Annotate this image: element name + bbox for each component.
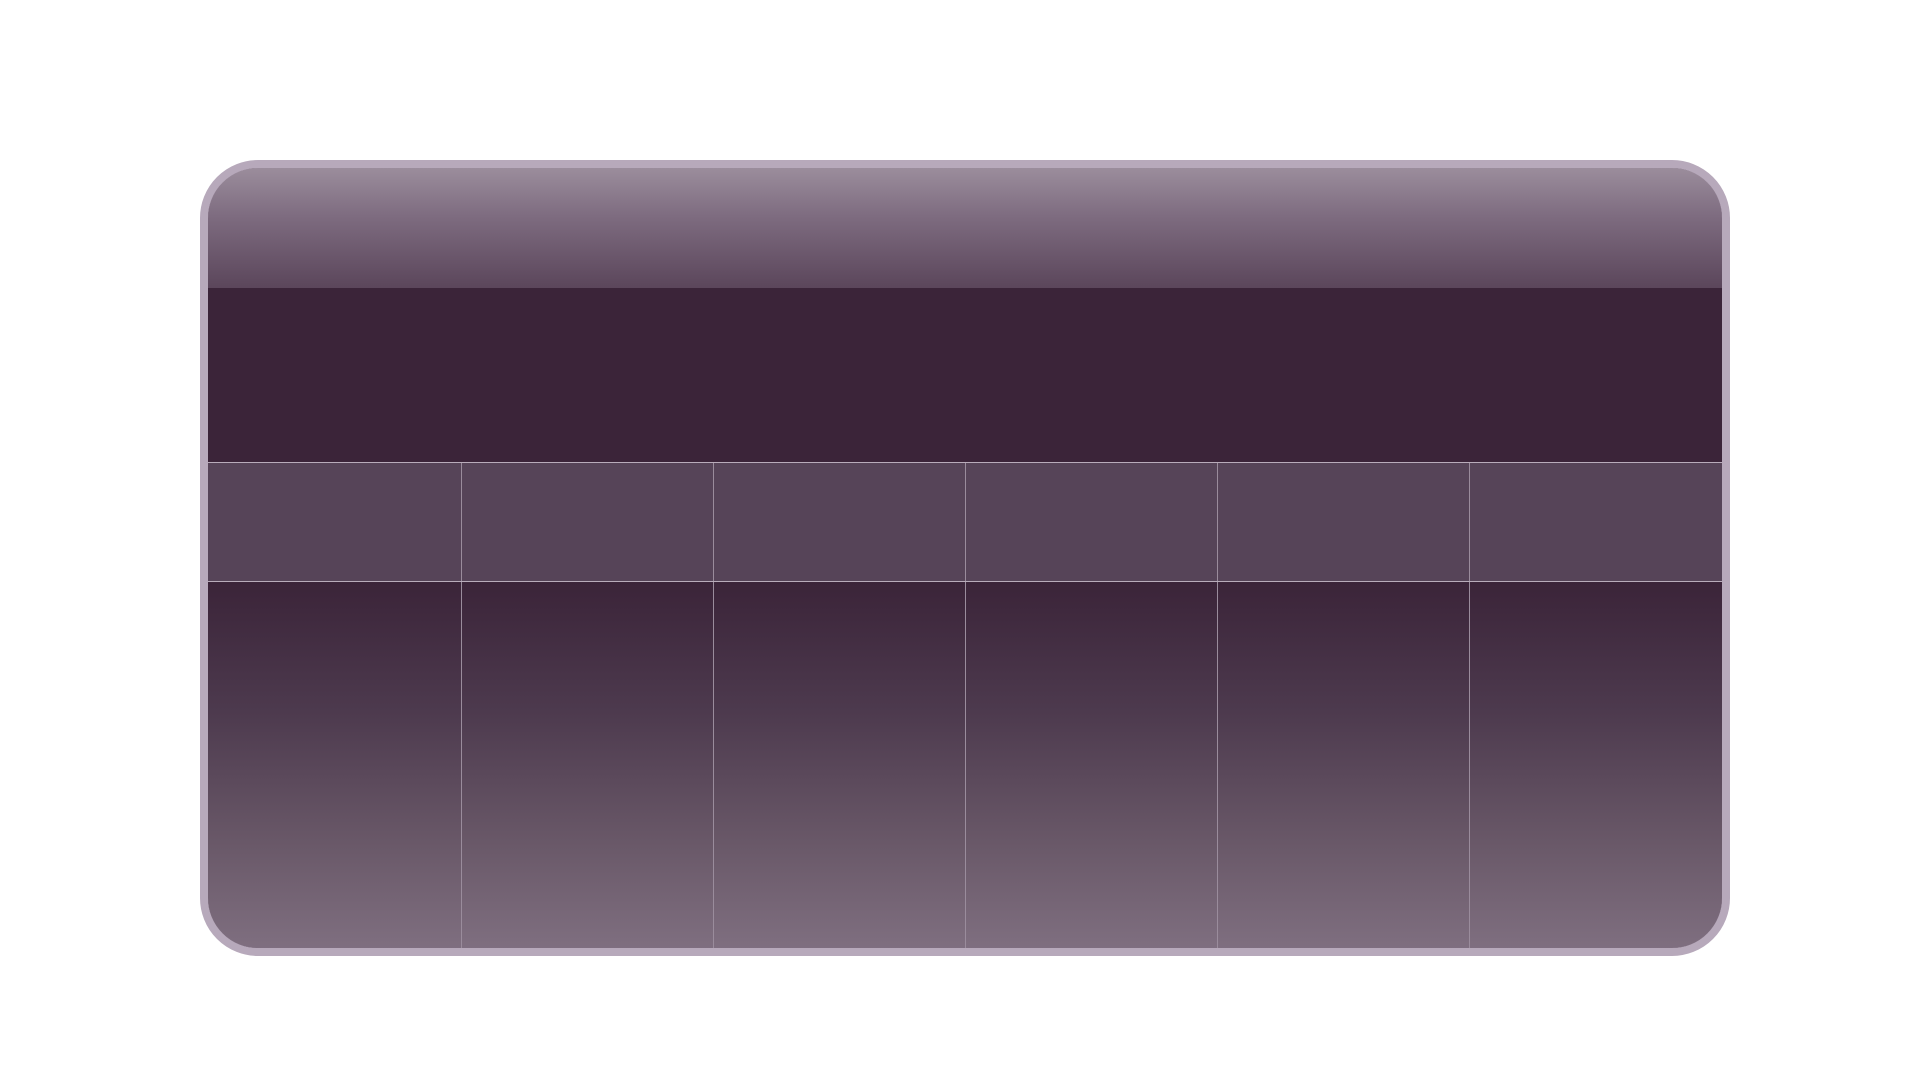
column-header xyxy=(1218,463,1470,581)
column-header xyxy=(714,463,966,581)
table-cell xyxy=(966,582,1218,948)
table-cell xyxy=(1218,582,1470,948)
table-cell xyxy=(1470,582,1722,948)
table-cell xyxy=(208,582,462,948)
column-header xyxy=(462,463,714,581)
panel-header-gloss xyxy=(208,168,1722,288)
column-header xyxy=(1470,463,1722,581)
column-header xyxy=(966,463,1218,581)
panel-title-area xyxy=(208,288,1722,462)
column-header xyxy=(208,463,462,581)
table-cell xyxy=(714,582,966,948)
table-cell xyxy=(462,582,714,948)
column-header-row xyxy=(208,462,1722,582)
table-row xyxy=(208,582,1722,948)
table-panel xyxy=(200,160,1730,956)
